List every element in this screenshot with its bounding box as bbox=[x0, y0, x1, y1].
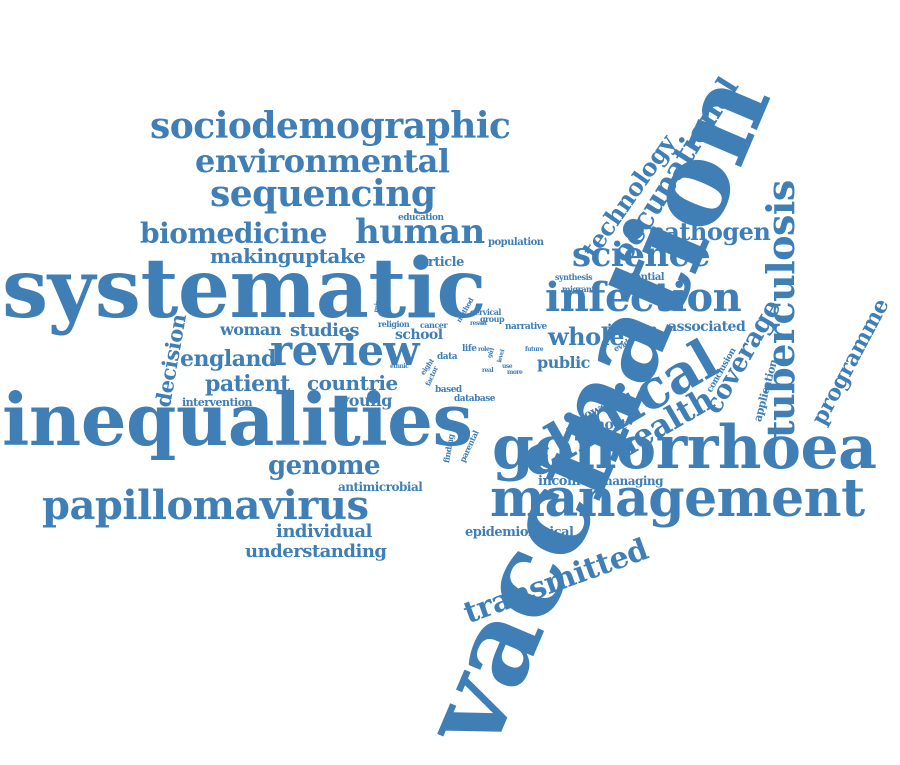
word-pathogen: pathogen bbox=[648, 217, 771, 246]
word-patient: patient bbox=[205, 371, 290, 397]
word-school: school bbox=[395, 327, 443, 343]
word-cohort: cohort bbox=[578, 417, 627, 433]
word-environmental: environmental bbox=[195, 142, 450, 180]
word-review: review bbox=[270, 326, 420, 375]
word-intervention: intervention bbox=[182, 396, 253, 409]
word-level: level bbox=[496, 349, 507, 364]
word-real: real bbox=[482, 367, 494, 374]
word-whole: whole bbox=[548, 322, 625, 351]
word-young: young bbox=[340, 391, 392, 410]
word-human: human bbox=[355, 212, 485, 252]
word-systematic: systematic bbox=[2, 241, 486, 337]
word-group: group bbox=[480, 314, 505, 324]
word-use: use bbox=[502, 363, 513, 370]
word-sociodemographic: sociodemographic bbox=[150, 105, 511, 147]
word-epidemiological: epidemiological bbox=[465, 525, 574, 540]
word-sequencing: sequencing bbox=[210, 173, 436, 215]
word-result: result bbox=[470, 320, 487, 327]
word-narrative: narrative bbox=[505, 322, 547, 332]
word-ethnic: ethnic bbox=[390, 363, 409, 370]
word-infection: infection bbox=[545, 274, 742, 321]
word-gonorrhoea: gonorrhoea bbox=[492, 413, 877, 483]
word-science: science bbox=[572, 235, 710, 275]
word-life: life bbox=[462, 344, 477, 354]
word-religion: religion bbox=[378, 319, 410, 329]
word-future: future bbox=[525, 346, 544, 353]
word-management: management bbox=[490, 468, 865, 529]
word-data: data bbox=[437, 352, 458, 362]
word-cloud: vaccination systematic inequalities gono… bbox=[2, 55, 895, 765]
word-studies: studies bbox=[290, 320, 360, 341]
word-woman: woman bbox=[220, 320, 281, 339]
word-papillomavirus: papillomavirus bbox=[42, 482, 369, 529]
word-migrant: migrant bbox=[562, 284, 595, 294]
word-girl: girl bbox=[486, 347, 497, 360]
word-makinguptake: makinguptake bbox=[210, 244, 366, 268]
word-countrie: countrie bbox=[307, 371, 398, 395]
word-population: population bbox=[488, 237, 544, 248]
word-more: more bbox=[507, 369, 523, 376]
word-income: income bbox=[538, 474, 589, 489]
word-based: based bbox=[435, 385, 462, 395]
word-education: education bbox=[398, 213, 444, 223]
word-inform: inform bbox=[607, 322, 658, 338]
word-database: database bbox=[454, 394, 496, 404]
word-programme: programme bbox=[806, 294, 895, 430]
word-synthesis: synthesis bbox=[555, 272, 593, 282]
word-inequalities: inequalities bbox=[2, 377, 473, 462]
word-cancer: cancer bbox=[420, 320, 448, 330]
word-genome: genome bbox=[268, 451, 381, 481]
word-antimicrobial: antimicrobial bbox=[338, 480, 423, 494]
word-public: public bbox=[537, 353, 590, 372]
word-biomedicine: biomedicine bbox=[140, 217, 327, 250]
word-cervical: cervical bbox=[470, 307, 501, 317]
word-potential: potential bbox=[618, 272, 665, 283]
word-role: role bbox=[478, 346, 490, 353]
word-understanding: understanding bbox=[245, 541, 387, 562]
word-article: article bbox=[420, 255, 464, 270]
word-managing: managing bbox=[600, 474, 664, 488]
word-england: england bbox=[180, 346, 276, 372]
word-individual: individual bbox=[276, 521, 372, 542]
word-associated: associated bbox=[668, 319, 746, 335]
